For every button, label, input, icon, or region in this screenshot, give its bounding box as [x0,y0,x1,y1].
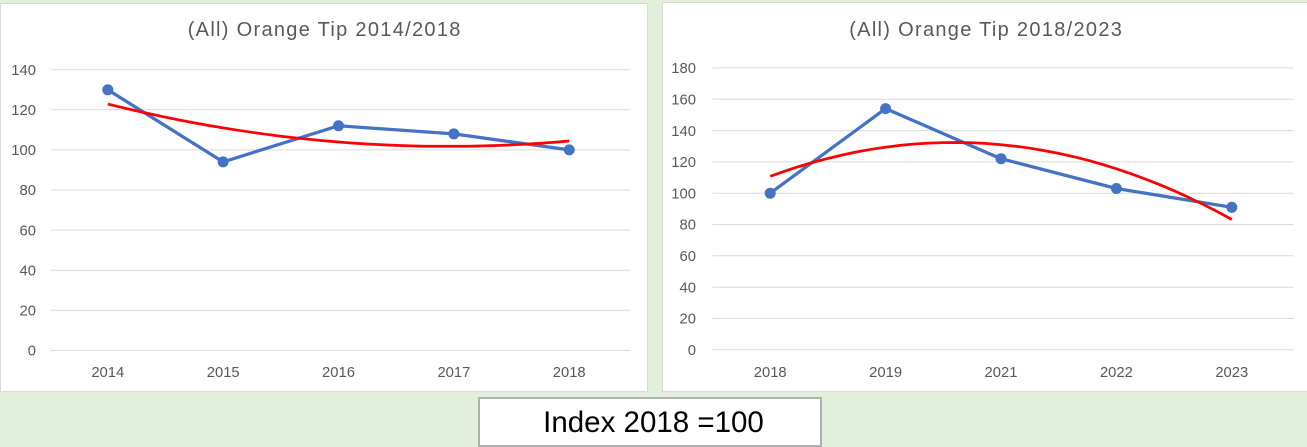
svg-text:(All) Orange Tip 2014/2018: (All) Orange Tip 2014/2018 [188,19,462,41]
svg-text:60: 60 [20,223,36,239]
svg-text:100: 100 [11,143,36,159]
svg-text:2019: 2019 [869,365,902,381]
svg-text:2015: 2015 [207,365,240,381]
svg-text:180: 180 [671,61,696,77]
svg-text:20: 20 [20,304,36,320]
svg-text:0: 0 [688,343,696,359]
svg-text:60: 60 [680,249,696,265]
svg-text:40: 40 [20,263,36,279]
svg-text:80: 80 [680,218,696,234]
svg-text:2018: 2018 [754,365,787,381]
svg-text:100: 100 [671,186,696,202]
svg-text:(All) Orange Tip 2018/2023: (All) Orange Tip 2018/2023 [849,19,1123,41]
svg-text:20: 20 [680,312,696,328]
svg-text:120: 120 [11,103,36,119]
svg-text:2023: 2023 [1215,365,1248,381]
svg-text:2022: 2022 [1100,365,1133,381]
svg-text:2018: 2018 [553,365,586,381]
svg-text:140: 140 [671,124,696,140]
svg-text:80: 80 [20,183,36,199]
svg-text:2021: 2021 [985,365,1018,381]
svg-text:2014: 2014 [91,365,124,381]
svg-text:2017: 2017 [437,365,470,381]
svg-text:160: 160 [671,92,696,108]
svg-text:140: 140 [11,63,36,79]
svg-text:120: 120 [671,155,696,171]
svg-text:0: 0 [28,344,36,360]
svg-text:2016: 2016 [322,365,355,381]
svg-text:40: 40 [680,280,696,296]
